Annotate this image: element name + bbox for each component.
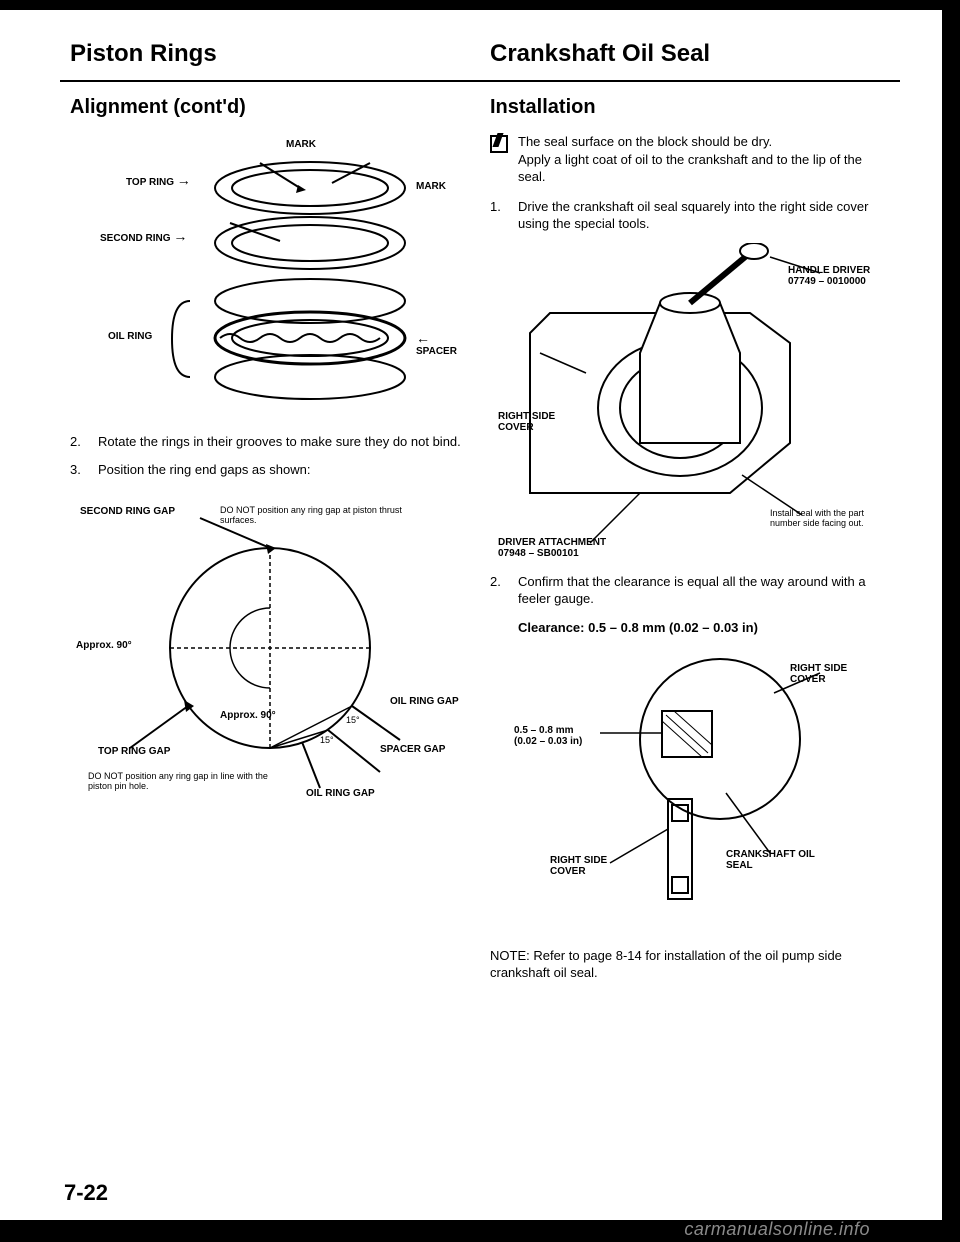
left-steps: 2.Rotate the rings in their grooves to m… <box>70 433 470 478</box>
lbl-approx90-b: Approx. 90° <box>220 710 280 721</box>
step-3: 3.Position the ring end gaps as shown: <box>98 461 470 479</box>
figure-ring-stack: MARK TOP RING → MARK SECOND RING → OIL R… <box>70 133 470 433</box>
lbl-15r: 15° <box>346 716 360 726</box>
note-bottom: NOTE: Refer to page 8-14 for installatio… <box>490 947 890 982</box>
oil-can-icon <box>490 135 508 153</box>
intro-l1: The seal surface on the block should be … <box>518 134 772 149</box>
oil-note-block: The seal surface on the block should be … <box>490 133 890 186</box>
lbl-15l: 15° <box>320 736 334 746</box>
lbl-oil-ring-gap-r: OIL RING GAP <box>390 696 460 707</box>
lbl-dim: 0.5 – 0.8 mm (0.02 – 0.03 in) <box>514 725 604 747</box>
lbl-crank-seal: CRANKSHAFT OIL SEAL <box>726 849 836 871</box>
lbl-oil-ring-gap-b: OIL RING GAP <box>306 788 375 799</box>
lbl-rsc-b: RIGHT SIDE COVER <box>550 855 630 877</box>
lbl-spacer: ← SPACER <box>416 331 470 357</box>
lbl-approx90-l: Approx. 90° <box>76 640 132 651</box>
r-step-2: 2.Confirm that the clearance is equal al… <box>518 573 890 608</box>
lbl-second-ring: SECOND RING → <box>100 229 187 244</box>
subhead-right: Installation <box>490 96 890 119</box>
lbl-second-ring-gap: SECOND RING GAP <box>80 506 175 517</box>
rule-top <box>60 80 900 82</box>
right-steps-2: 2.Confirm that the clearance is equal al… <box>490 573 890 608</box>
clearance-svg <box>490 649 890 919</box>
title-right: Crankshaft Oil Seal <box>490 40 890 68</box>
lbl-driver-attach: DRIVER ATTACHMENT 07948 – SB00101 <box>498 537 648 559</box>
lbl-handle-driver: HANDLE DRIVER 07749 – 0010000 <box>788 265 898 287</box>
lbl-top-ring-gap: TOP RING GAP <box>98 746 170 757</box>
watermark: carmanualsonline.info <box>684 1219 870 1240</box>
lbl-top-ring: TOP RING → <box>126 173 191 188</box>
lbl-install-note: Install seal with the part number side f… <box>770 509 890 529</box>
figure-driver-tool: HANDLE DRIVER 07749 – 0010000 RIGHT SIDE… <box>490 243 890 573</box>
lbl-mark-right: MARK <box>416 181 446 192</box>
figure-gap-positions: SECOND RING GAP DO NOT position any ring… <box>70 498 470 828</box>
lbl-note-bot: DO NOT position any ring gap in line wit… <box>88 772 268 792</box>
right-steps-1: 1.Drive the crankshaft oil seal squarely… <box>490 198 890 233</box>
lbl-note-top: DO NOT position any ring gap at piston t… <box>220 506 420 526</box>
lbl-spacer-gap: SPACER GAP <box>380 744 445 755</box>
lbl-rsc-t: RIGHT SIDE COVER <box>790 663 880 685</box>
intro-l2: Apply a light coat of oil to the cranksh… <box>518 152 862 185</box>
title-left: Piston Rings <box>70 40 470 68</box>
step-2: 2.Rotate the rings in their grooves to m… <box>98 433 470 451</box>
r-step-1: 1.Drive the crankshaft oil seal squarely… <box>518 198 890 233</box>
page-number: 7-22 <box>64 1180 108 1206</box>
lbl-mark-top: MARK <box>286 139 316 150</box>
lbl-rsc-1: RIGHT SIDE COVER <box>498 411 578 433</box>
subhead-left: Alignment (cont'd) <box>70 96 470 119</box>
figure-clearance: RIGHT SIDE COVER 0.5 – 0.8 mm (0.02 – 0.… <box>490 649 890 929</box>
clearance-spec: Clearance: 0.5 – 0.8 mm (0.02 – 0.03 in) <box>490 620 890 635</box>
lbl-oil-ring: OIL RING <box>108 331 152 342</box>
